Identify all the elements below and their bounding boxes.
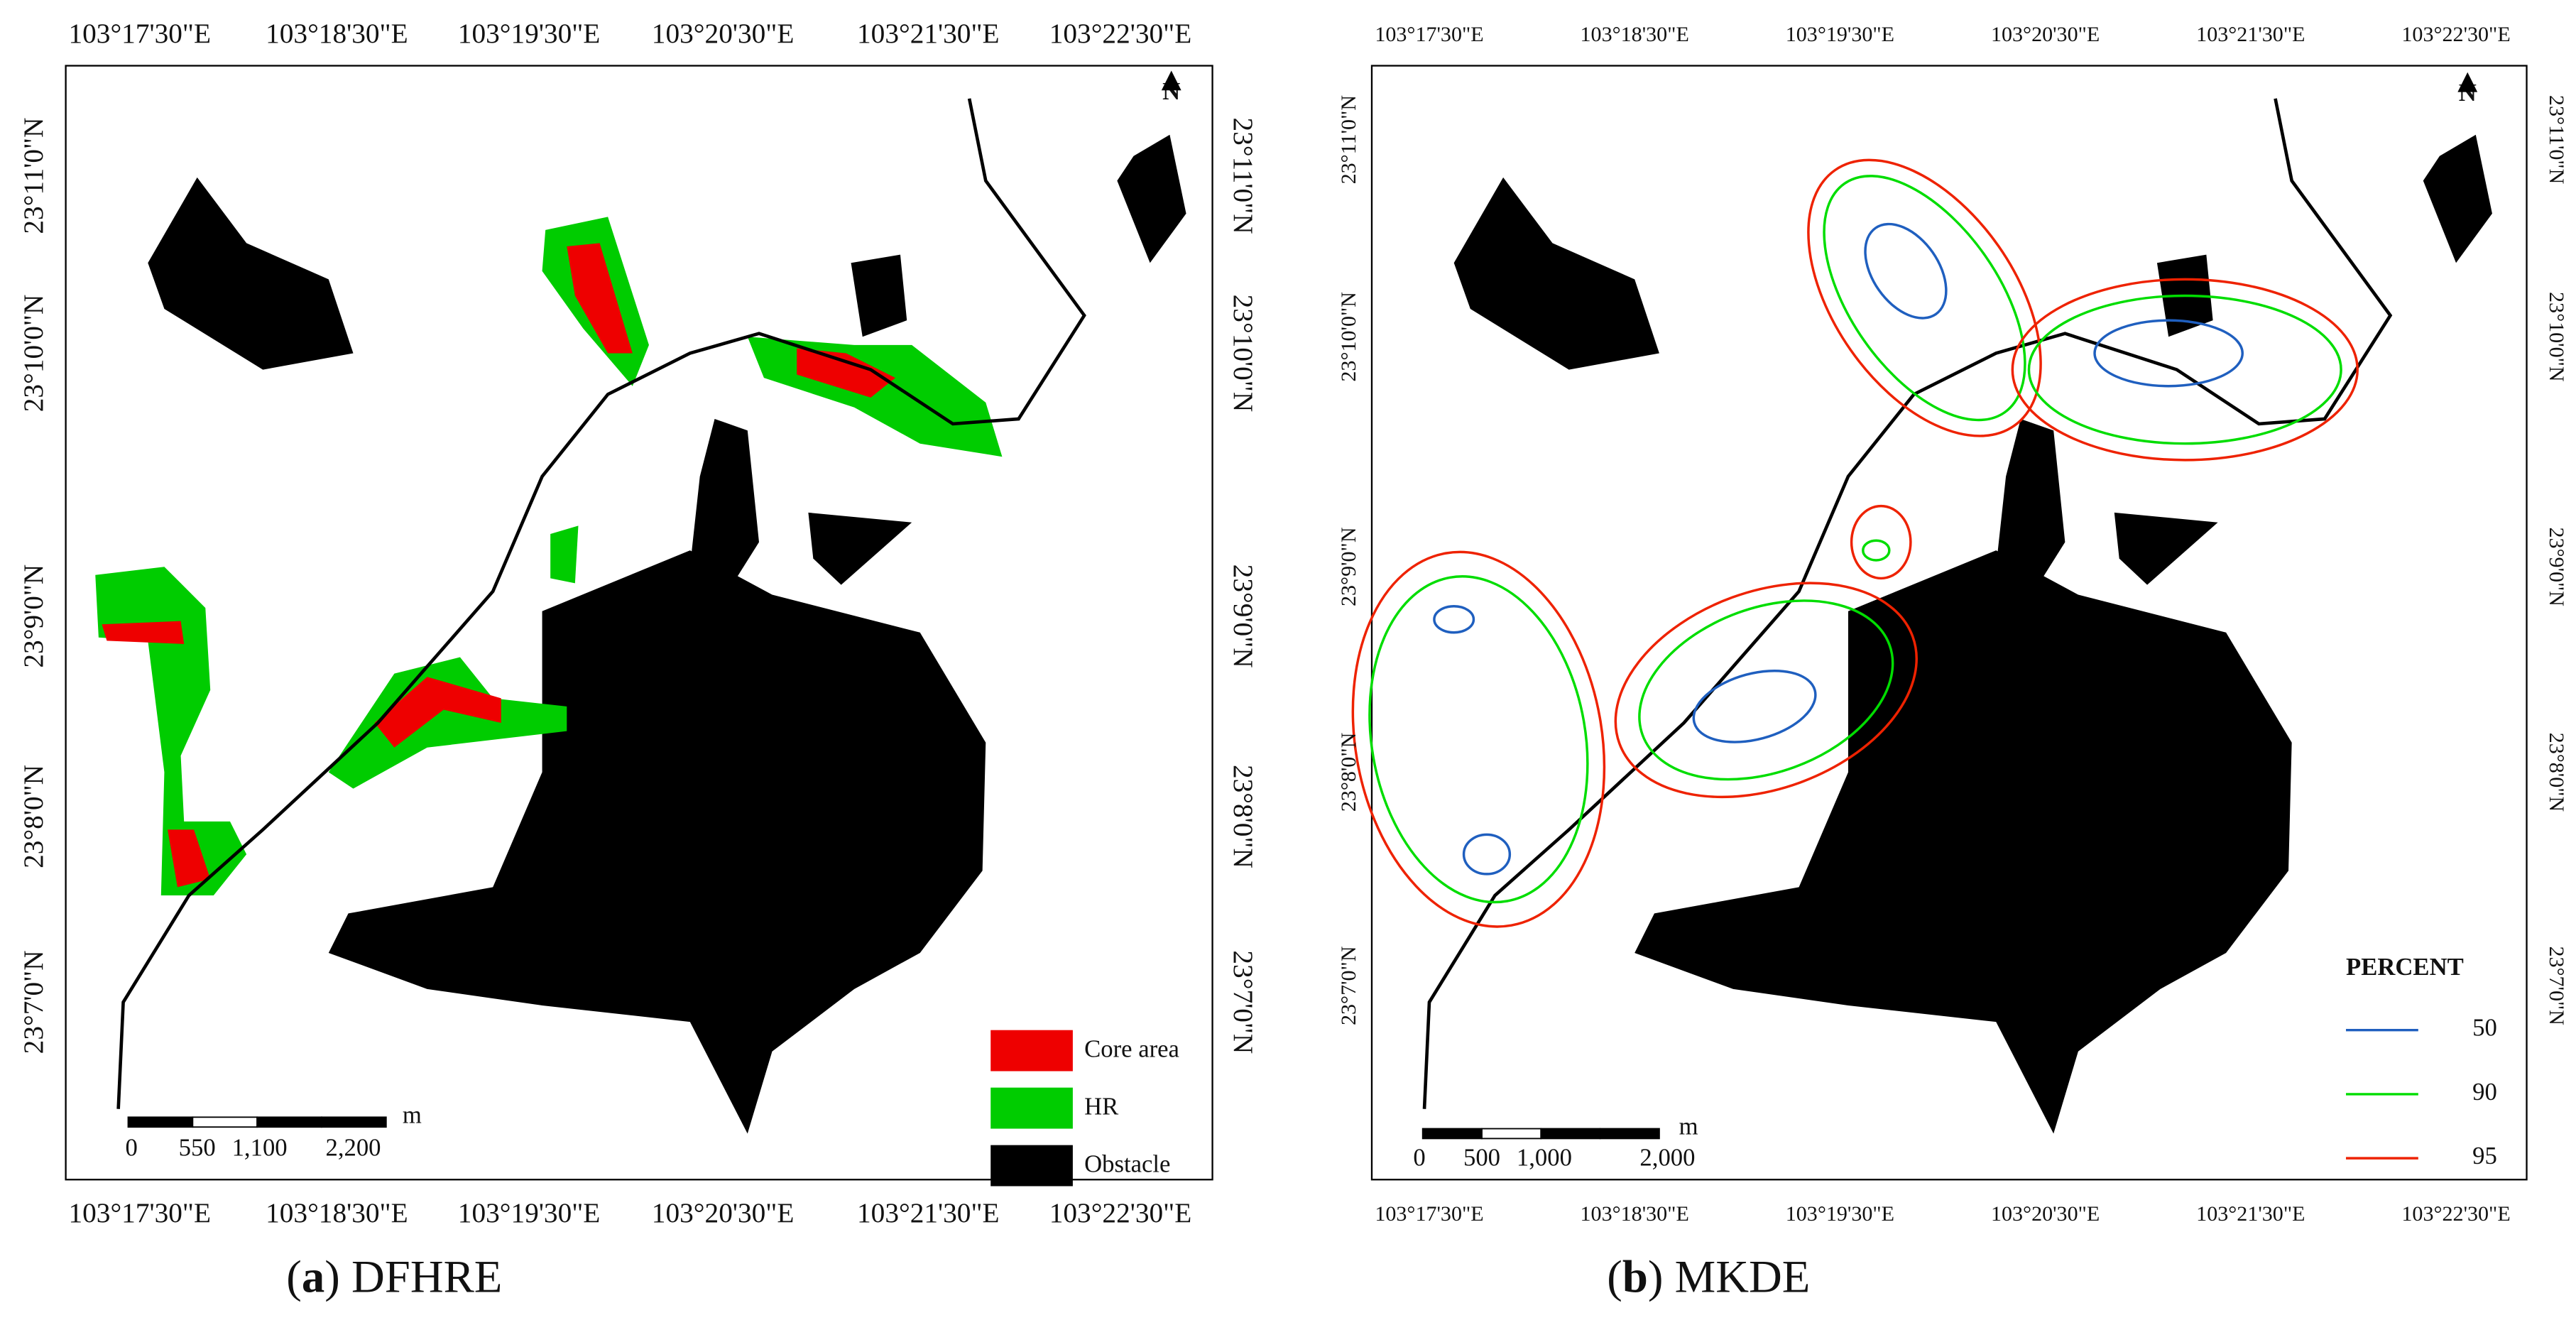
caption-part: a [302,1252,324,1303]
top-coord-label: 103°20'30"E [652,18,795,49]
left-coord-label: 23°11'0"N [18,117,49,234]
caption-part: ( [1607,1252,1622,1303]
bottom-coord-label: 103°22'30"E [1049,1197,1192,1228]
top-coord-label: 103°21'30"E [857,18,1000,49]
map-a [65,65,1213,1181]
bottom-coord-label: 103°18'30"E [1581,1201,1689,1226]
top-coord-label: 103°17'30"E [68,18,211,49]
caption-part: ) MKDE [1648,1252,1810,1303]
caption: (a) DFHRE [286,1252,502,1303]
map-b [1351,65,2528,1181]
top-coord-label: 103°19'30"E [1786,22,1894,46]
legend-label: 50 [2472,1014,2497,1042]
scale-unit: m [1679,1112,1698,1140]
right-coord-label: 23°11'0"N [1228,117,1259,234]
scale-label: 1,000 [1517,1143,1572,1171]
top-coord-label: 103°21'30"E [2196,22,2305,46]
left-coord-label: 23°10'0"N [1336,292,1360,382]
north-arrow-shape [2457,72,2478,92]
scale-label: 1,100 [232,1134,288,1162]
bottom-coord-label: 103°21'30"E [2196,1201,2305,1226]
left-coord-label: 23°8'0"N [18,765,49,868]
left-coord-label: 23°9'0"N [18,565,49,668]
right-coord-label: 23°7'0"N [1228,950,1259,1054]
bottom-coord-label: 103°22'30"E [2401,1201,2510,1226]
top-coord-label: 103°22'30"E [2401,22,2510,46]
scale-bar-segment [321,1116,387,1128]
right-coord-label: 23°9'0"N [2545,527,2569,606]
right-coord-label: 23°11'0"N [2545,95,2569,185]
bottom-coord-label: 103°20'30"E [1991,1201,2100,1226]
right-coord-label: 23°8'0"N [2545,733,2569,812]
caption-part: ( [286,1252,302,1303]
scale-bar-segment [127,1116,194,1128]
left-coord-label: 23°9'0"N [1336,527,1360,606]
top-coord-label: 103°20'30"E [1991,22,2100,46]
caption-part: ) DFHRE [324,1252,502,1303]
scale-label: 2,200 [325,1134,381,1162]
scale-bar-segment [192,1116,258,1128]
north-arrow-shape [1161,70,1181,91]
caption: (b) MKDE [1607,1252,1810,1303]
legend-swatch [990,1087,1073,1129]
legend-label: Core area [1084,1035,1179,1063]
scale-bar-segment [256,1116,322,1128]
bottom-coord-label: 103°19'30"E [1786,1201,1894,1226]
scale-label: 2,000 [1639,1143,1695,1171]
scale-label: 500 [1463,1143,1500,1171]
right-coord-label: 23°9'0"N [1228,565,1259,668]
bottom-coord-label: 103°17'30"E [1375,1201,1483,1226]
bottom-coord-label: 103°19'30"E [458,1197,601,1228]
right-coord-label: 23°7'0"N [2545,946,2569,1025]
bottom-coord-label: 103°21'30"E [857,1197,1000,1228]
scale-bar-segment [1599,1128,1660,1140]
legend-label: 90 [2472,1078,2497,1106]
left-coord-label: 23°7'0"N [18,950,49,1054]
scale-label: 0 [1413,1143,1425,1171]
left-coord-label: 23°7'0"N [1336,946,1360,1025]
right-coord-label: 23°10'0"N [2545,292,2569,382]
top-coord-label: 103°22'30"E [1049,18,1192,49]
bottom-coord-label: 103°17'30"E [68,1197,211,1228]
left-coord-label: 23°8'0"N [1336,732,1360,812]
scale-label: 550 [179,1134,216,1162]
top-coord-label: 103°17'30"E [1375,22,1483,46]
top-coord-label: 103°19'30"E [458,18,601,49]
left-coord-label: 23°10'0"N [18,295,49,413]
scale-bar-segment [1540,1128,1601,1140]
bottom-coord-label: 103°18'30"E [266,1197,408,1228]
legend-swatch [990,1030,1073,1072]
legend-title: PERCENT [2346,953,2464,981]
caption-part: b [1622,1252,1648,1303]
right-coord-label: 23°10'0"N [1228,295,1259,413]
legend-label: Obstacle [1084,1150,1170,1178]
left-coord-label: 23°11'0"N [1336,95,1360,185]
scale-bar-segment [1421,1128,1483,1140]
scale-unit: m [403,1101,422,1128]
bottom-coord-label: 103°20'30"E [652,1197,795,1228]
top-coord-label: 103°18'30"E [266,18,408,49]
legend-swatch [990,1145,1073,1187]
right-coord-label: 23°8'0"N [1228,765,1259,868]
scale-bar-segment [1481,1128,1542,1140]
top-coord-label: 103°18'30"E [1581,22,1689,46]
scale-label: 0 [125,1134,137,1162]
legend-label: HR [1084,1093,1119,1120]
legend-label: 95 [2472,1142,2497,1169]
